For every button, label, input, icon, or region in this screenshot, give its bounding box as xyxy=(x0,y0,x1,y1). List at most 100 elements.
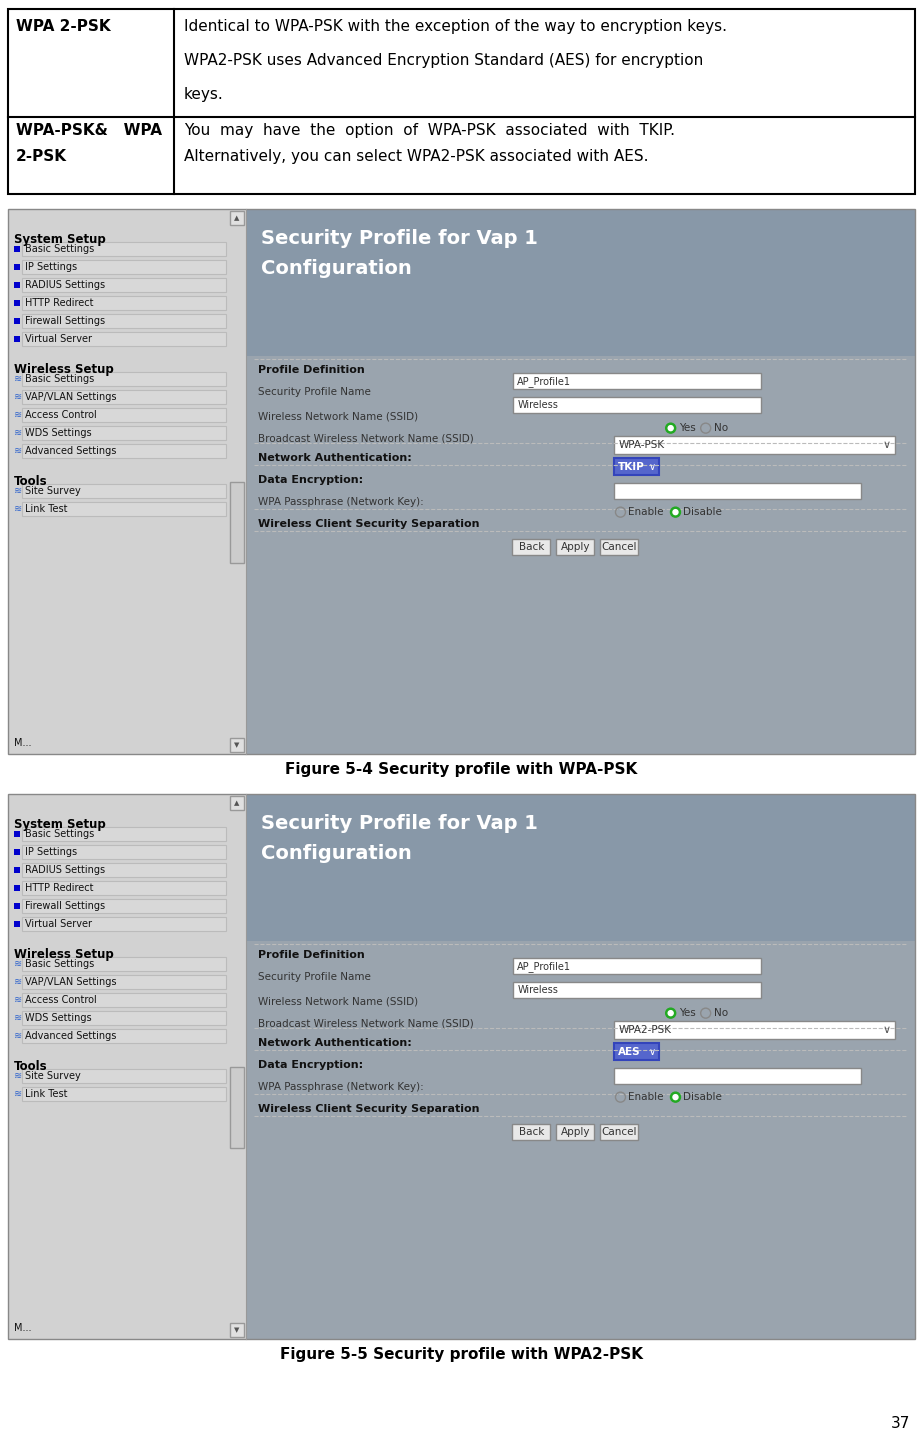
Bar xyxy=(22,975,225,990)
Bar xyxy=(614,1043,659,1061)
Text: Figure 5-5 Security profile with WPA2-PSK: Figure 5-5 Security profile with WPA2-PS… xyxy=(280,1348,643,1362)
Bar xyxy=(22,898,225,913)
Text: RADIUS Settings: RADIUS Settings xyxy=(25,280,105,290)
Text: Tools: Tools xyxy=(14,1061,48,1074)
Text: Firewall Settings: Firewall Settings xyxy=(25,901,105,911)
Text: Disable: Disable xyxy=(683,1093,723,1103)
Text: Access Control: Access Control xyxy=(25,995,97,1006)
Bar xyxy=(14,830,20,838)
Text: You  may  have  the  option  of  WPA-PSK  associated  with  TKIP.: You may have the option of WPA-PSK assoc… xyxy=(184,123,675,138)
Bar xyxy=(614,1022,895,1039)
Bar xyxy=(22,332,225,346)
Bar xyxy=(22,409,225,422)
Bar xyxy=(22,1087,225,1101)
Text: ≋: ≋ xyxy=(14,1032,22,1040)
Bar xyxy=(614,436,895,454)
Bar xyxy=(557,1124,594,1140)
Text: Basic Settings: Basic Settings xyxy=(25,374,94,384)
Bar xyxy=(22,501,225,516)
Text: Apply: Apply xyxy=(560,1127,590,1137)
Text: Access Control: Access Control xyxy=(25,410,97,420)
Text: RADIUS Settings: RADIUS Settings xyxy=(25,865,105,875)
Text: Yes: Yes xyxy=(678,423,695,433)
Text: Broadcast Wireless Network Name (SSID): Broadcast Wireless Network Name (SSID) xyxy=(258,433,473,443)
Text: ∨: ∨ xyxy=(649,462,656,472)
Text: Back: Back xyxy=(519,1127,544,1137)
Text: ∨: ∨ xyxy=(883,440,891,451)
Bar xyxy=(14,336,20,342)
Text: System Setup: System Setup xyxy=(14,233,106,246)
Circle shape xyxy=(668,426,673,430)
Text: Yes: Yes xyxy=(678,1009,695,1019)
Bar xyxy=(513,982,761,998)
Bar xyxy=(22,278,225,293)
Text: M...: M... xyxy=(14,1323,31,1333)
Text: WPA2-PSK: WPA2-PSK xyxy=(618,1024,672,1035)
Bar xyxy=(14,300,20,306)
Circle shape xyxy=(673,1094,678,1100)
Text: 37: 37 xyxy=(891,1416,910,1432)
Bar xyxy=(8,794,246,1339)
Text: Wireless Setup: Wireless Setup xyxy=(14,364,114,375)
Text: Link Test: Link Test xyxy=(25,504,67,514)
Bar xyxy=(8,9,915,194)
Text: Profile Definition: Profile Definition xyxy=(258,951,365,961)
Bar xyxy=(230,481,244,564)
Text: ∨: ∨ xyxy=(649,1048,656,1058)
Text: Wireless: Wireless xyxy=(518,400,558,410)
Text: WPA Passphrase (Network Key):: WPA Passphrase (Network Key): xyxy=(258,497,424,507)
Text: ≋: ≋ xyxy=(14,485,22,496)
Bar xyxy=(246,794,915,942)
Bar xyxy=(22,1069,225,1082)
Text: AP_Profile1: AP_Profile1 xyxy=(518,961,571,972)
Bar xyxy=(513,958,761,974)
Bar xyxy=(600,539,638,555)
Bar xyxy=(14,849,20,855)
Text: Back: Back xyxy=(519,542,544,552)
Bar xyxy=(22,242,225,256)
Circle shape xyxy=(668,1010,673,1016)
Text: IP Settings: IP Settings xyxy=(25,262,78,272)
Text: Wireless Network Name (SSID): Wireless Network Name (SSID) xyxy=(258,412,418,422)
Bar xyxy=(22,1011,225,1024)
Text: WPA-PSK&   WPA: WPA-PSK& WPA xyxy=(16,123,162,138)
Text: Wireless Client Security Separation: Wireless Client Security Separation xyxy=(258,1104,479,1114)
Bar xyxy=(513,397,761,413)
Bar xyxy=(22,881,225,895)
Text: ≋: ≋ xyxy=(14,959,22,969)
Circle shape xyxy=(665,1009,676,1019)
Text: ≋: ≋ xyxy=(14,446,22,456)
Text: WDS Settings: WDS Settings xyxy=(25,1013,91,1023)
Text: WPA Passphrase (Network Key):: WPA Passphrase (Network Key): xyxy=(258,1082,424,1093)
Bar xyxy=(8,794,915,1339)
Text: Site Survey: Site Survey xyxy=(25,485,80,496)
Text: ≋: ≋ xyxy=(14,374,22,384)
Text: ≋: ≋ xyxy=(14,1013,22,1023)
Bar xyxy=(14,317,20,325)
Text: ≋: ≋ xyxy=(14,1071,22,1081)
Text: ▲: ▲ xyxy=(234,214,239,222)
Text: System Setup: System Setup xyxy=(14,819,106,830)
Text: Basic Settings: Basic Settings xyxy=(25,243,94,254)
Bar xyxy=(614,458,659,475)
Text: ▲: ▲ xyxy=(234,800,239,806)
Bar xyxy=(22,296,225,310)
Text: Firewall Settings: Firewall Settings xyxy=(25,316,105,326)
Text: Enable: Enable xyxy=(629,1093,664,1103)
Text: No: No xyxy=(713,1009,728,1019)
Text: Advanced Settings: Advanced Settings xyxy=(25,1032,116,1040)
Text: Configuration: Configuration xyxy=(260,843,412,864)
Bar xyxy=(22,917,225,932)
Circle shape xyxy=(665,423,676,433)
Text: 2-PSK: 2-PSK xyxy=(16,149,67,164)
Bar xyxy=(22,993,225,1007)
Text: Virtual Server: Virtual Server xyxy=(25,919,92,929)
Bar xyxy=(14,246,20,252)
Text: ∨: ∨ xyxy=(883,1024,891,1035)
Bar xyxy=(22,827,225,840)
Bar xyxy=(246,794,915,1339)
Text: Link Test: Link Test xyxy=(25,1090,67,1098)
Text: Disable: Disable xyxy=(683,507,723,517)
Bar xyxy=(14,903,20,909)
Bar xyxy=(14,283,20,288)
